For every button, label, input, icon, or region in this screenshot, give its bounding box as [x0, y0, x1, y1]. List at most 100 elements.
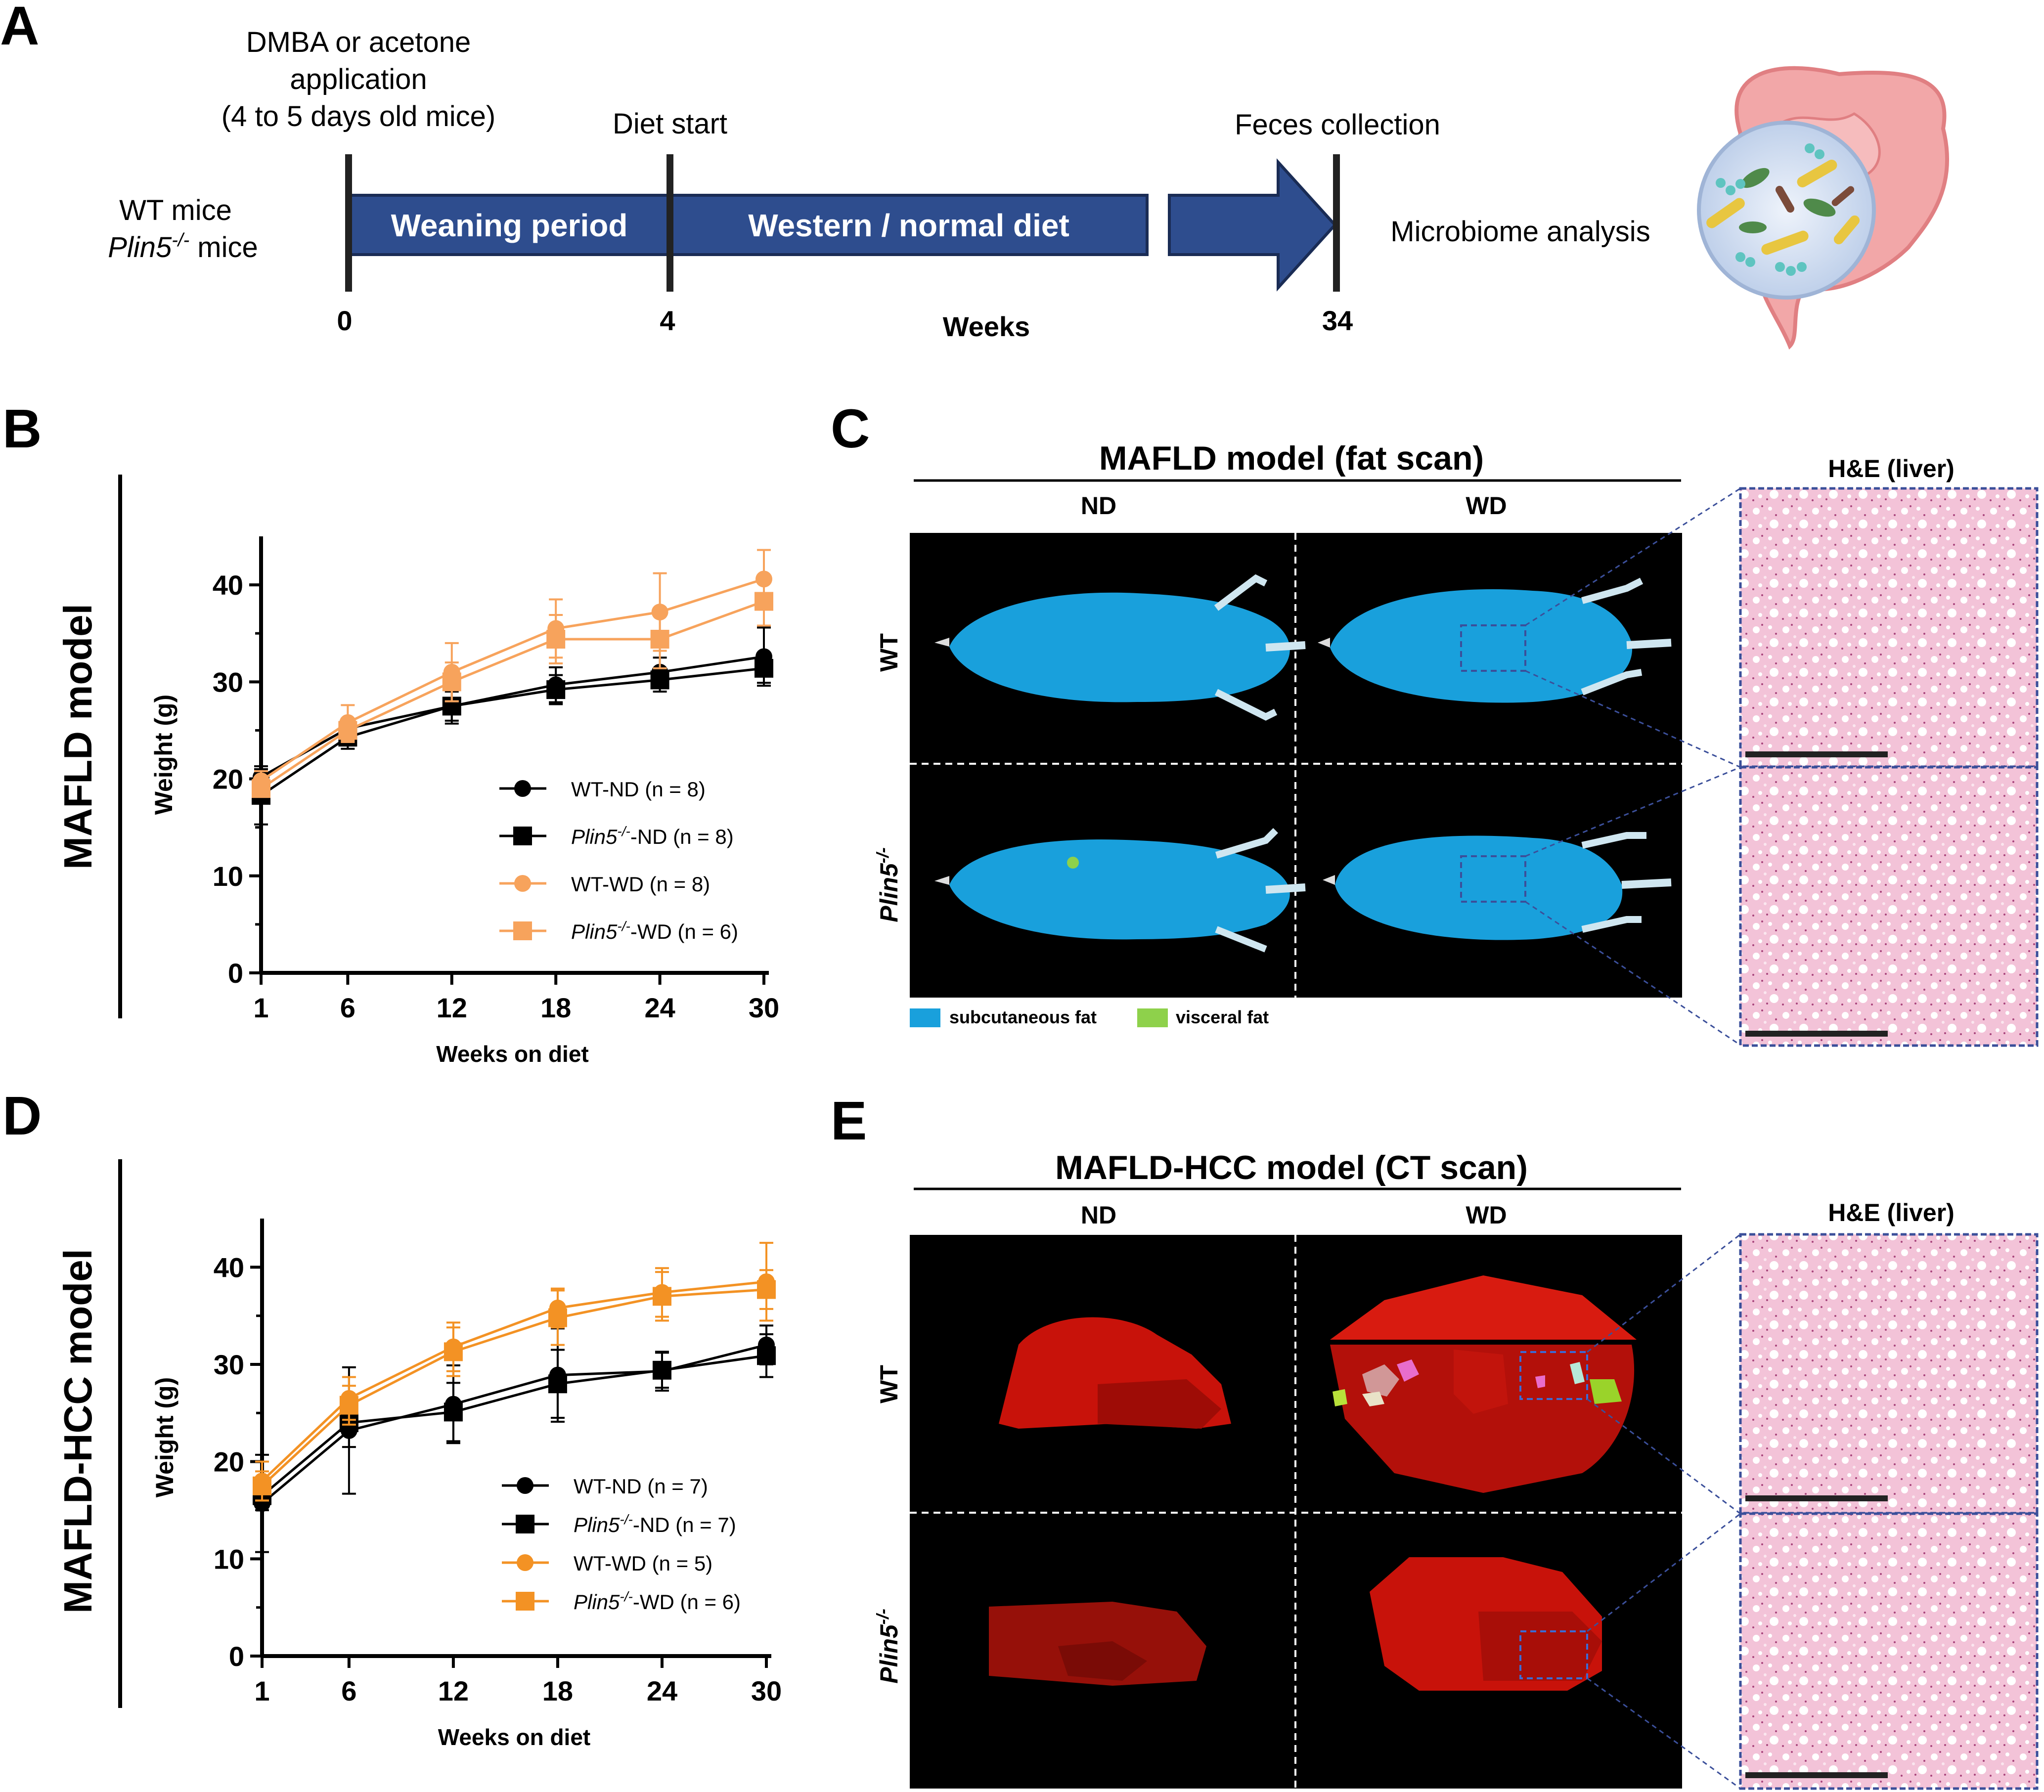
- legend-marker: [514, 780, 531, 797]
- legend-swatch-subcutaneous: [910, 1008, 940, 1027]
- legend-label-subcutaneous: subcutaneous fat: [949, 1007, 1097, 1027]
- legend-marker: [517, 1554, 533, 1571]
- he-images-c: [1739, 487, 2039, 1047]
- liver-ct-wt-nd: [999, 1317, 1231, 1429]
- he-title-e: H&E (liver): [1828, 1199, 1955, 1226]
- legend-label: Plin5-/--WD (n = 6): [571, 918, 738, 943]
- data-point: [652, 1360, 671, 1380]
- mouse-fat-scan-plin-nd: [934, 828, 1306, 953]
- mouse-fat-scan-wt-nd: [934, 574, 1306, 721]
- liver-ct-plin-nd: [989, 1602, 1206, 1686]
- wt-mice-label: WT mice: [119, 194, 232, 226]
- treatment-text-2: application: [290, 63, 427, 95]
- mouse-fat-scan-plin-wd: [1323, 832, 1672, 940]
- row-label-wt-e: WT: [875, 1365, 903, 1403]
- series-3: [252, 576, 773, 798]
- legend-label: Plin5-/--WD (n = 6): [574, 1589, 741, 1614]
- weeks-axis-label: Weeks: [943, 311, 1030, 342]
- data-point: [548, 1374, 567, 1394]
- row-label-plin-e: Plin5-/-: [874, 1609, 903, 1684]
- fat-scan-title: MAFLD model (fat scan): [1099, 439, 1484, 477]
- series-line: [260, 600, 764, 790]
- data-point: [339, 1396, 358, 1415]
- panel-letter-d: D: [2, 1086, 42, 1146]
- tick-label-4: 4: [660, 305, 675, 336]
- he-title-c: H&E (liver): [1828, 455, 1955, 482]
- x-tick-label: 18: [540, 992, 571, 1023]
- mouse-fat-scan-wt-wd: [1318, 577, 1672, 703]
- legend-marker: [513, 827, 532, 845]
- diet-start-label: Diet start: [613, 108, 727, 140]
- col-label-wd-e: WD: [1466, 1201, 1507, 1229]
- weight-chart-b: 0 10 20 30 40 1 6 12 18 24 30 Weeks on diet Weight (…: [150, 536, 779, 1067]
- timeline-arrow: [1168, 158, 1337, 292]
- fat-scan-grid: [910, 533, 1682, 998]
- series-0: [253, 626, 772, 786]
- liver-ct-wt-wd: [1330, 1275, 1637, 1493]
- x-tick-label: 18: [542, 1675, 573, 1706]
- y-tick-label: 40: [214, 1252, 244, 1283]
- legend-label: WT-WD (n = 5): [574, 1552, 712, 1575]
- x-tick-label: 1: [254, 1675, 269, 1706]
- treatment-text-1: DMBA or acetone: [246, 26, 471, 58]
- panel-letter-b: B: [2, 398, 42, 459]
- data-point: [755, 592, 773, 611]
- data-point: [650, 629, 669, 649]
- legend-label: WT-ND (n = 8): [571, 778, 706, 801]
- ct-scan-grid: [910, 1235, 1682, 1789]
- tick-label-34: 34: [1322, 305, 1353, 336]
- series-line: [261, 1354, 767, 1497]
- side-label-hcc: MAFLD-HCC model: [56, 1249, 100, 1614]
- data-point: [253, 1476, 271, 1495]
- y-tick-label: 30: [214, 1349, 244, 1380]
- y-tick-label: 0: [228, 958, 243, 989]
- diet-label: Western / normal diet: [748, 208, 1069, 243]
- x-tick-label: 30: [749, 992, 779, 1023]
- y-tick-label: 30: [213, 666, 243, 698]
- y-axis-label: Weight (g): [150, 695, 178, 815]
- data-point: [444, 1402, 463, 1422]
- legend-marker: [517, 1477, 533, 1494]
- col-label-nd-c: ND: [1081, 492, 1116, 520]
- data-point: [548, 1308, 567, 1327]
- data-point: [757, 1280, 776, 1299]
- series-2: [254, 1242, 775, 1502]
- series-2: [253, 549, 772, 792]
- data-point: [252, 779, 270, 798]
- legend-marker: [516, 1515, 534, 1533]
- y-tick-label: 20: [213, 764, 243, 795]
- series-line: [260, 577, 764, 782]
- col-label-nd-e: ND: [1081, 1201, 1116, 1229]
- he-images-e: [1739, 1233, 2039, 1790]
- legend-label: WT-ND (n = 7): [574, 1475, 708, 1498]
- x-axis-label: Weeks on diet: [436, 1041, 588, 1067]
- y-tick-label: 0: [229, 1641, 244, 1672]
- side-label-mafld: MAFLD model: [56, 604, 100, 870]
- x-tick-label: 24: [647, 1675, 677, 1706]
- feces-collection-label: Feces collection: [1235, 109, 1440, 141]
- liver-ct-plin-wd: [1370, 1557, 1602, 1691]
- data-point: [757, 1346, 776, 1365]
- data-point: [652, 1287, 671, 1306]
- x-tick-label: 24: [644, 992, 675, 1023]
- panel-letter-a: A: [0, 0, 39, 56]
- x-tick-label: 30: [751, 1675, 782, 1706]
- series-line: [260, 667, 764, 796]
- legend-label: WT-WD (n = 8): [571, 873, 710, 896]
- weight-chart-d: 0 10 20 30 40 1 6 12 18 24 30 Weeks on diet Weight (…: [151, 1219, 782, 1750]
- x-tick-label: 6: [340, 992, 355, 1023]
- legend-marker: [513, 921, 532, 940]
- data-point: [338, 721, 357, 740]
- legend-marker: [514, 875, 531, 892]
- col-label-wd-c: WD: [1466, 492, 1507, 520]
- series-line: [261, 1280, 767, 1482]
- weaning-period-label: Weaning period: [391, 208, 628, 243]
- legend-label-visceral: visceral fat: [1176, 1007, 1269, 1027]
- legend-swatch-visceral: [1137, 1008, 1168, 1027]
- zoom-lines-c: [1525, 487, 1741, 1046]
- y-tick-label: 10: [214, 1543, 244, 1574]
- microbiome-label: Microbiome analysis: [1390, 216, 1650, 248]
- data-point: [546, 680, 566, 699]
- panel-letter-c: C: [831, 398, 870, 459]
- intestine-illustration: [1697, 66, 1950, 350]
